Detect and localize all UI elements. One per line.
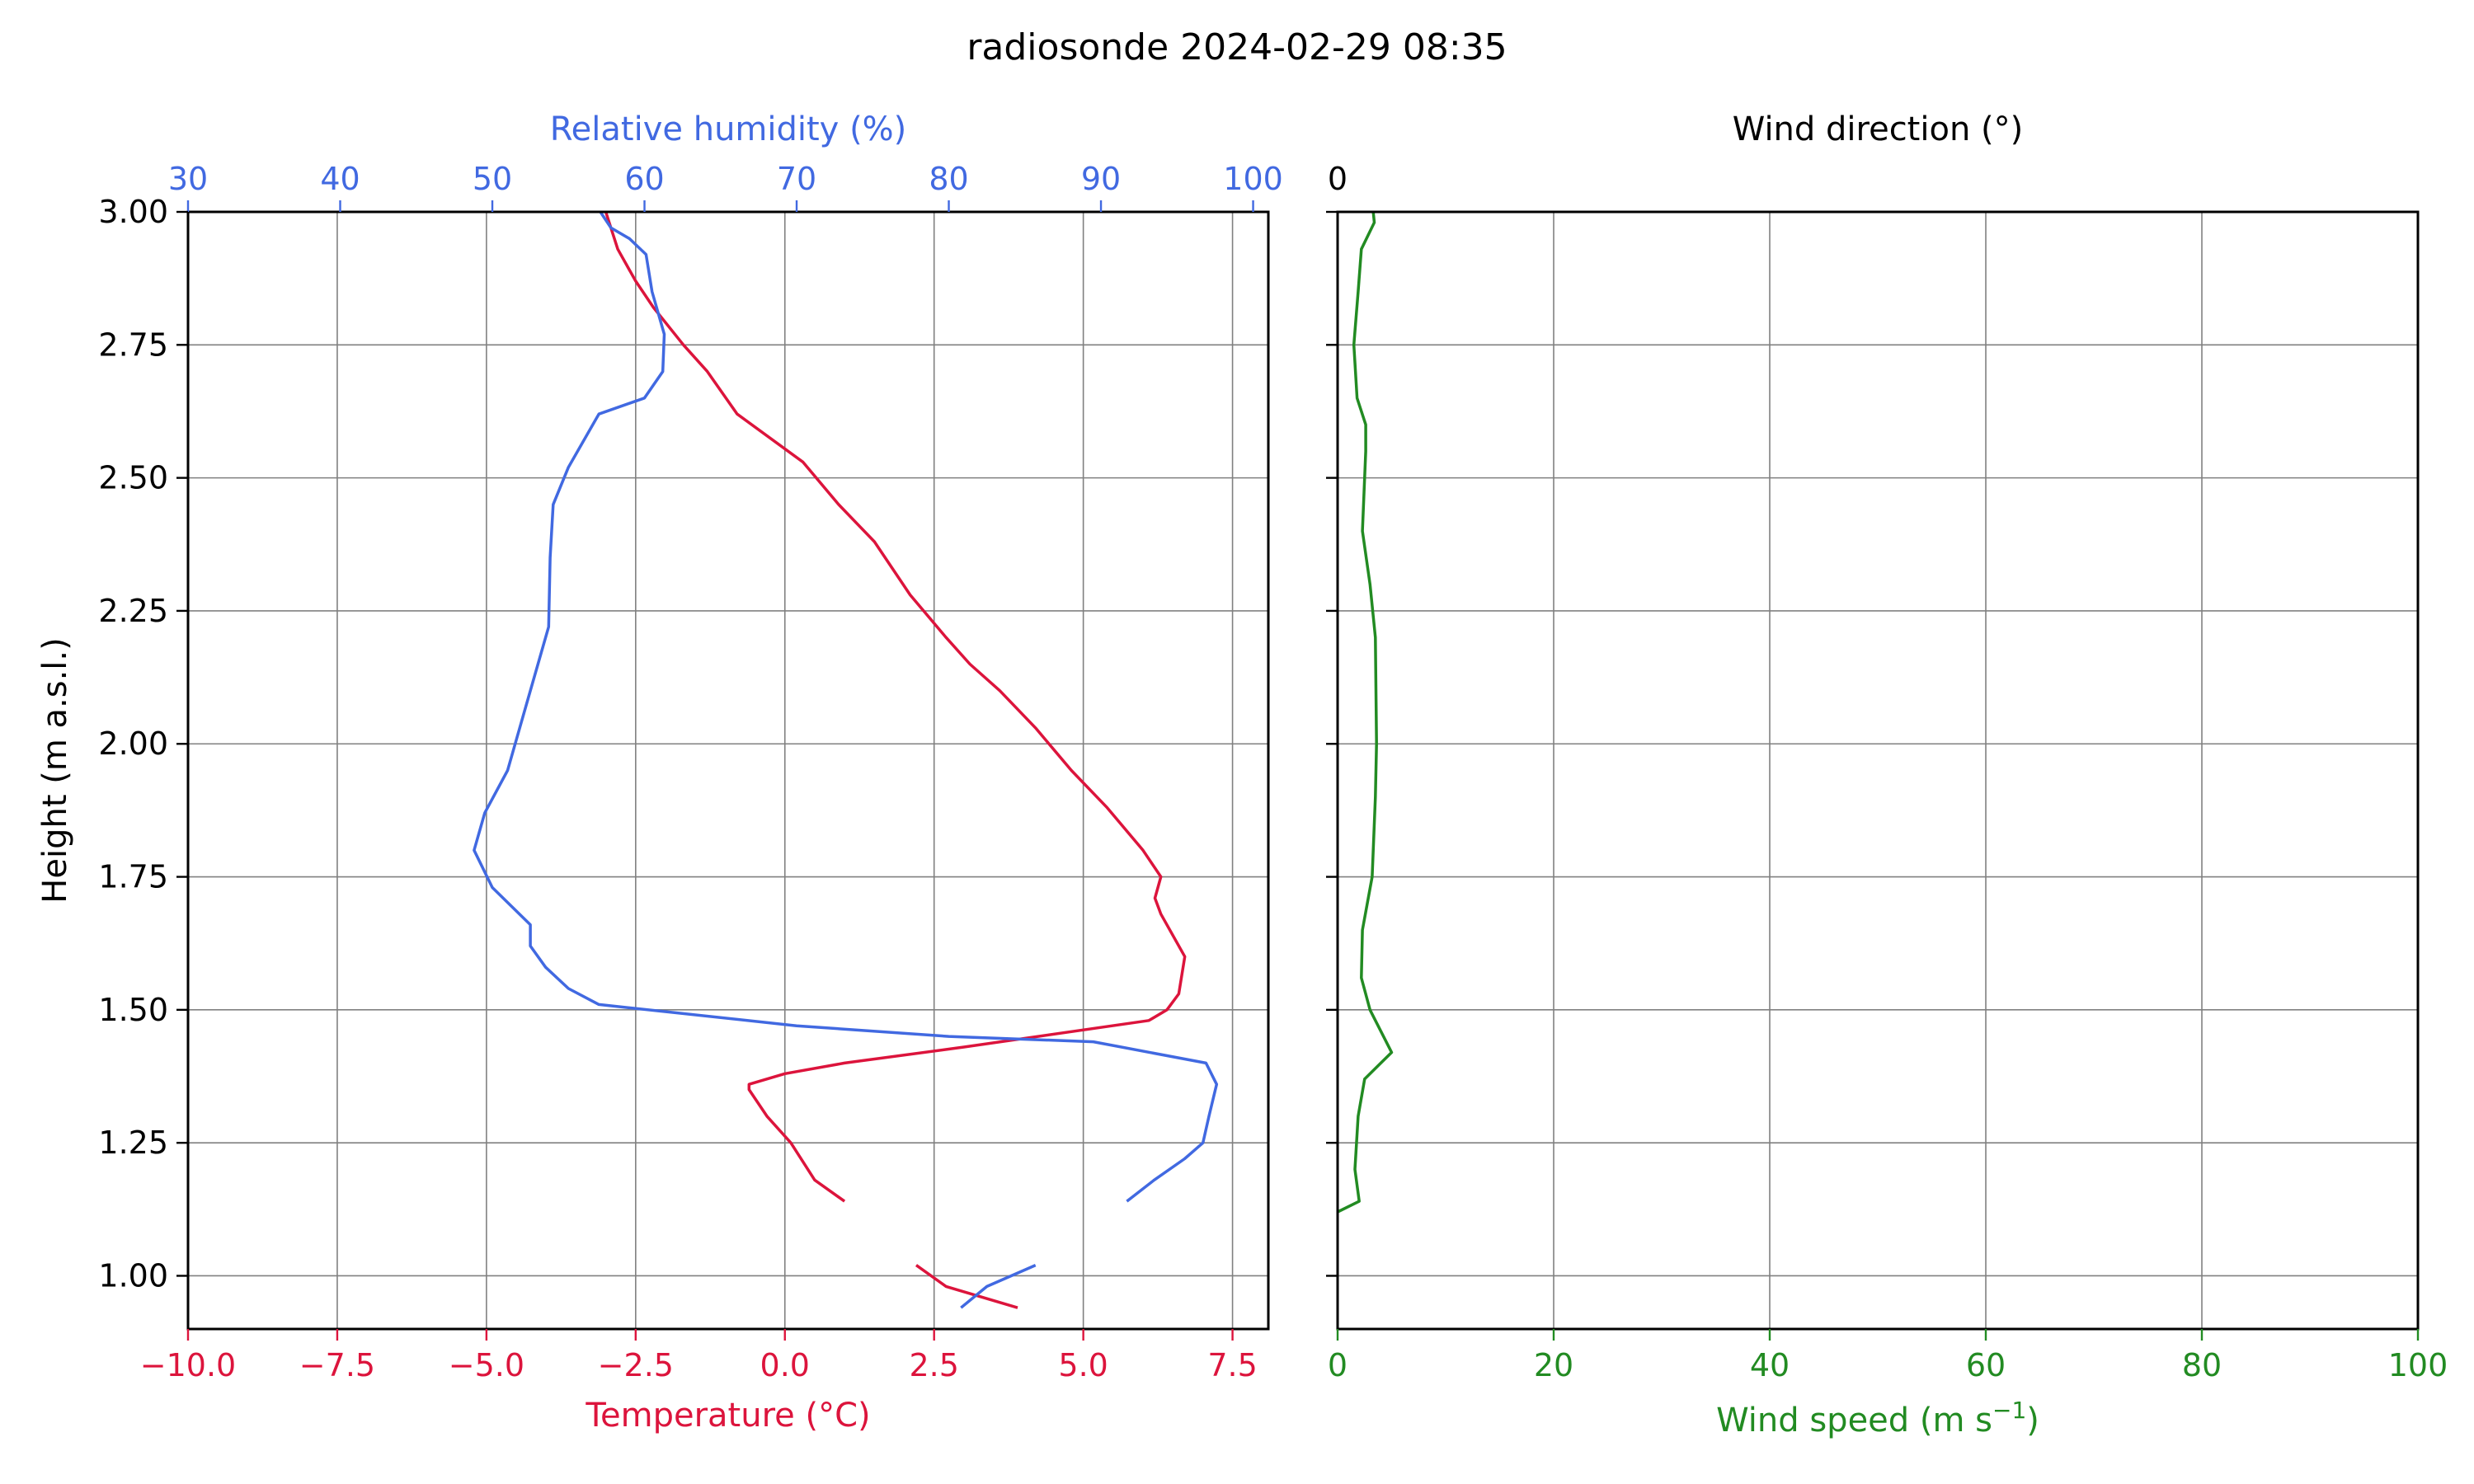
height-tick-label: 2.25	[98, 593, 168, 629]
temperature-tick-label: 0.0	[760, 1347, 810, 1383]
humidity-tick-label: 100	[1223, 161, 1283, 197]
left-plot-frame	[186, 210, 1270, 1331]
temperature-tick-label: 2.5	[909, 1347, 958, 1383]
humidity-tick-label: 40	[320, 161, 360, 197]
wind-speed-tick-label: 60	[1966, 1347, 2006, 1383]
wind-direction-tick-label: 0	[1328, 161, 1348, 197]
humidity-tick-label: 90	[1081, 161, 1121, 197]
humidity-tick-label: 50	[473, 161, 512, 197]
height-tick-label: 1.00	[98, 1257, 168, 1294]
temperature-line	[604, 211, 1187, 1203]
height-tick-label: 1.75	[98, 859, 168, 895]
height-tick-label: 2.50	[98, 460, 168, 496]
wind-speed-axis-label: Wind speed (m s−1)	[1716, 1397, 2039, 1439]
right-plot-frame	[1336, 210, 2420, 1331]
humidity-tick-label: 30	[168, 161, 208, 197]
temperature-tick-label: −7.5	[299, 1347, 375, 1383]
height-tick-label: 2.75	[98, 326, 168, 363]
humidity-line	[473, 211, 1219, 1203]
humidity-line	[960, 1263, 1037, 1309]
humidity-tick-label: 60	[624, 161, 664, 197]
height-tick-label: 3.00	[98, 194, 168, 230]
chart-title: radiosonde 2024-02-29 08:35	[967, 26, 1507, 68]
wind-speed-line	[1337, 211, 1394, 1214]
left-panel: −10.0 −7.5 −5.0 −2.5 0.0 2.5 5.0 7.5 Temperature…	[36, 110, 1283, 1435]
wind-speed-tick-label: 40	[1750, 1347, 1790, 1383]
temperature-axis-label: Temperature (°C)	[585, 1397, 870, 1435]
temperature-tick-label: 5.0	[1058, 1347, 1108, 1383]
humidity-tick-label: 70	[777, 161, 816, 197]
wind-speed-tick-label: 20	[1534, 1347, 1573, 1383]
temperature-tick-label: 7.5	[1207, 1347, 1257, 1383]
height-tick-label: 1.50	[98, 992, 168, 1028]
temperature-tick-label: −5.0	[449, 1347, 524, 1383]
height-tick-label: 1.25	[98, 1125, 168, 1161]
height-axis-label: Height (m a.s.l.)	[36, 637, 74, 903]
temperature-tick-label: −2.5	[598, 1347, 674, 1383]
wind-direction-axis-label: Wind direction (°)	[1733, 110, 2023, 148]
humidity-tick-label: 80	[929, 161, 968, 197]
height-tick-label: 2.00	[98, 726, 168, 762]
wind-speed-tick-label: 80	[2182, 1347, 2222, 1383]
wind-speed-tick-label: 0	[1328, 1347, 1348, 1383]
wind-speed-tick-label: 100	[2388, 1347, 2448, 1383]
humidity-axis-label: Relative humidity (%)	[550, 110, 907, 148]
temperature-line	[915, 1264, 1018, 1309]
temperature-tick-label: −10.0	[140, 1347, 236, 1383]
right-panel: 0 20 40 60 80 100 Wind speed (m s−1) 0 Wind dire…	[1326, 110, 2448, 1439]
